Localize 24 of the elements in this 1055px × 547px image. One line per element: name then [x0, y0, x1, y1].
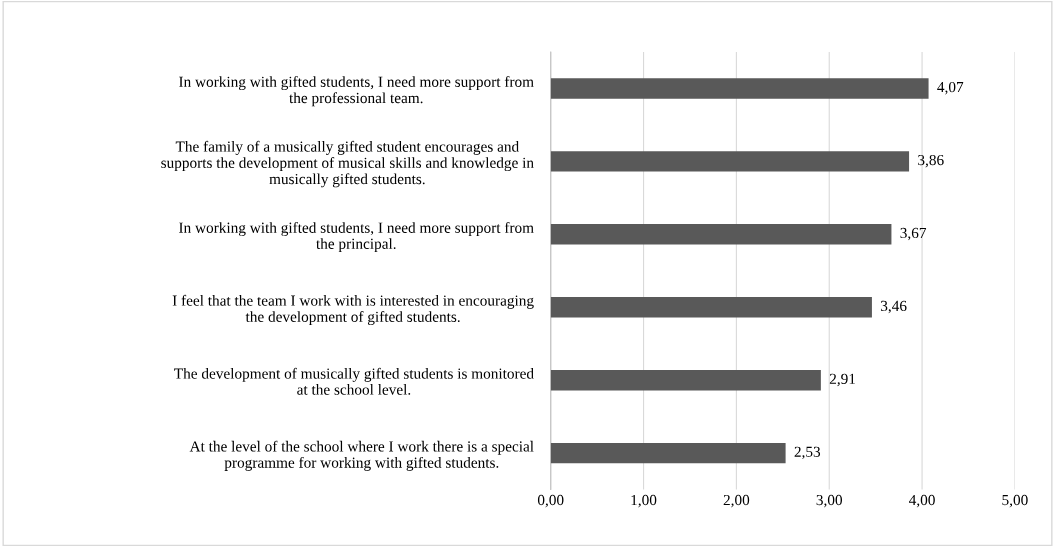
x-tick-label: 3,00 — [816, 494, 843, 508]
bar — [550, 224, 892, 245]
y-tick-label: The development of musically gifted students is monitored at the school level. — [174, 367, 534, 395]
data-label: 2,53 — [794, 446, 821, 460]
data-label: 3,67 — [900, 227, 927, 241]
x-tick-label: 0,00 — [537, 494, 564, 508]
y-tick-label: The family of a musically gifted student encourages and supports the development of musical skills and knowledge in musically gifted students. — [161, 140, 534, 188]
data-label: 3,86 — [918, 154, 944, 168]
y-tick-label: At the level of the school where I work there is a special programme for working with gifted students. — [189, 440, 534, 471]
y-tick-label: In working with gifted students, I need more support from the professional team. — [179, 76, 534, 107]
x-tick-label: 4,00 — [909, 494, 935, 508]
data-label: 4,07 — [937, 81, 964, 95]
data-label: 3,46 — [881, 300, 907, 314]
x-tick-label: 1,00 — [631, 494, 657, 508]
data-label: 2,91 — [829, 373, 856, 387]
bar — [550, 442, 786, 464]
bar — [550, 369, 821, 391]
y-tick-label: In working with gifted students, I need more support from the principal. — [179, 221, 534, 252]
bar — [550, 151, 910, 172]
bar — [550, 78, 929, 99]
bar — [550, 297, 872, 318]
x-tick-label: 2,00 — [723, 494, 750, 508]
x-tick-label: 5,00 — [1002, 494, 1028, 508]
y-tick-label: I feel that the team I work with is interested in encouraging the development of gifted students. — [172, 294, 534, 326]
